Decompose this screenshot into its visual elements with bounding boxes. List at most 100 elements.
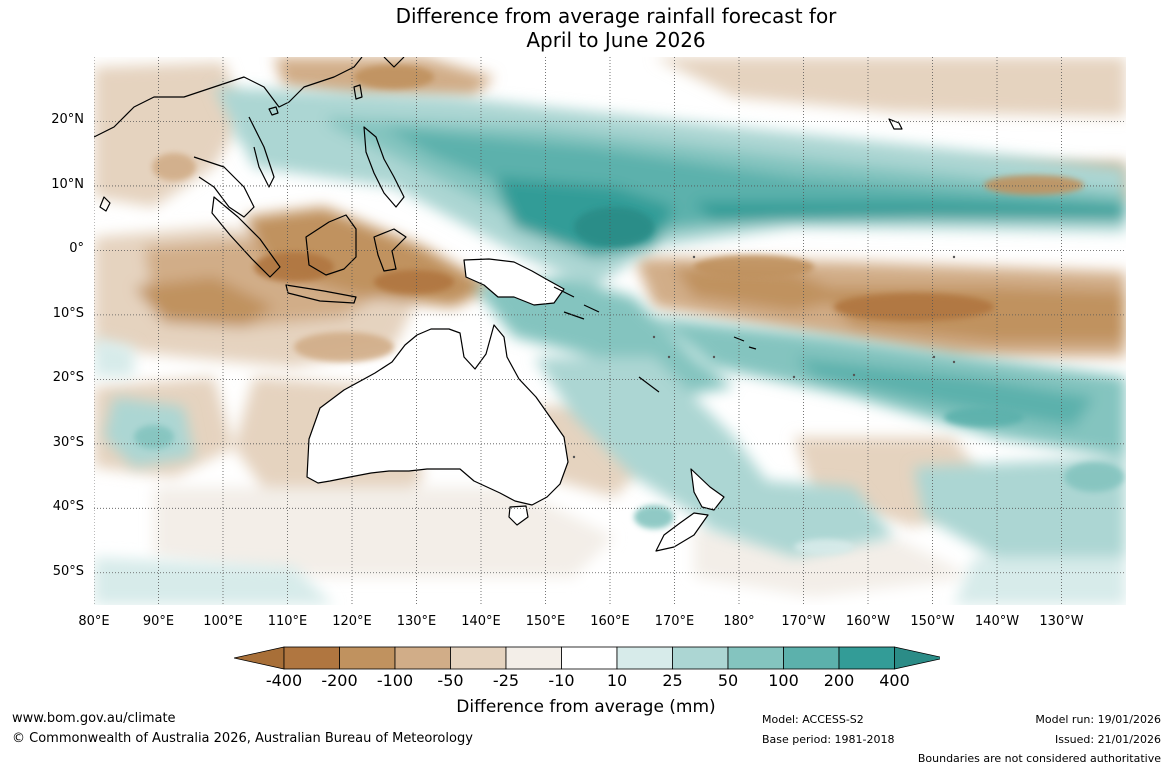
philippines-coastline <box>363 126 405 208</box>
new-zealand-coastline <box>655 468 725 552</box>
title-line-2: April to June 2026 <box>526 28 706 52</box>
longitude-label: 130°E <box>396 614 437 629</box>
coastlines <box>94 57 903 552</box>
blob <box>634 505 674 529</box>
longitude-label: 170°W <box>781 614 826 629</box>
latitude-label: 10°N <box>51 176 84 192</box>
sulawesi-coastline <box>373 228 407 272</box>
dry-region-south-asia <box>94 62 244 207</box>
colorbar-extend-high <box>894 646 940 670</box>
papua-new-guinea-coastline <box>463 258 565 306</box>
longitude-label: 100°E <box>203 614 243 629</box>
blob <box>694 255 814 279</box>
blob <box>254 252 334 282</box>
colorbar-tick-label: -100 <box>376 671 414 690</box>
blob <box>574 207 654 247</box>
colorbar-tick-label: -200 <box>321 671 358 690</box>
sri-lanka <box>99 196 111 212</box>
longitude-label: 140°E <box>461 614 501 629</box>
island-dot <box>572 455 576 459</box>
colorbar-segment <box>505 646 562 670</box>
wet-region-nz <box>704 477 894 557</box>
blob <box>834 293 994 321</box>
colorbar-tick-label: -400 <box>265 671 303 690</box>
colorbar-segment <box>727 646 784 670</box>
longitude-label: 150°E <box>525 614 566 629</box>
longitude-label: 160°E <box>590 614 630 629</box>
rainfall-anomaly-map <box>94 57 1126 605</box>
colorbar-segment <box>616 646 673 670</box>
sumatra-coastline <box>211 196 281 278</box>
blob <box>354 65 434 89</box>
wet-region-north-indochina <box>234 97 334 167</box>
colorbar-tick-label: 10 <box>606 671 628 690</box>
copyright-text: © Commonwealth of Australia 2026, Austra… <box>12 731 473 746</box>
hainan-taiwan <box>268 84 363 116</box>
wet-region-southwest <box>94 337 134 377</box>
colorbar-tick-label: 400 <box>879 671 910 690</box>
island-dot <box>667 355 671 359</box>
colorbar-tick-label: 200 <box>823 671 855 690</box>
island-dot <box>952 360 956 364</box>
blob <box>152 153 196 181</box>
latitude-label: 30°S <box>52 434 84 450</box>
issued-date: Issued: 21/01/2026 <box>1054 733 1161 746</box>
blob <box>1064 462 1124 492</box>
latitude-label: 40°S <box>52 499 84 515</box>
dry-region-south-pacific-core <box>674 267 854 312</box>
colorbar-tick-label: 100 <box>768 671 799 690</box>
longitude-label: 90°E <box>142 614 175 629</box>
solomon-islands <box>553 286 600 320</box>
longitude-label: 170°E <box>654 614 695 629</box>
latitude-label: 0° <box>69 241 84 257</box>
model-name: Model: ACCESS-S2 <box>762 713 864 726</box>
latitude-label: 50°S <box>52 563 84 579</box>
chart-title: Difference from average rainfall forecas… <box>0 4 1173 52</box>
colorbar-tick-label: 50 <box>717 671 739 690</box>
longitude-label: 160°W <box>845 614 891 629</box>
colorbar-tick-label: -10 <box>548 671 575 690</box>
boundaries-disclaimer: Boundaries are not considered authoritat… <box>917 752 1161 765</box>
longitude-label: 110°E <box>267 614 308 629</box>
colorbar-label: Difference from average (mm) <box>456 697 716 717</box>
colorbar-tick-label: 25 <box>662 671 683 690</box>
island-dot <box>712 355 716 359</box>
colorbar-extend-low <box>234 646 285 670</box>
java-coastline <box>285 284 357 304</box>
island-dot <box>932 355 936 359</box>
website-link[interactable]: www.bom.gov.au/climate <box>12 711 176 726</box>
colorbar-segment <box>672 646 729 670</box>
latitude-label: 20°N <box>51 112 84 128</box>
longitude-label: 180° <box>723 614 755 629</box>
island-dot <box>652 335 656 339</box>
wet-region-itcz-band <box>694 202 1126 222</box>
colorbar-segment <box>838 646 895 670</box>
longitude-label: 140°W <box>974 614 1020 629</box>
blob <box>984 175 1084 195</box>
longitude-label: 150°W <box>910 614 955 629</box>
colorbar-segment <box>783 646 840 670</box>
colorbar-segment <box>394 646 451 670</box>
latitude-label: 10°S <box>52 305 84 321</box>
model-run-date: Model run: 19/01/2026 <box>1035 713 1161 726</box>
island-dot <box>692 255 696 259</box>
tasmania-coastline <box>508 505 529 526</box>
wet-anomaly-regions <box>94 87 1126 605</box>
latitude-label: 20°S <box>52 370 84 386</box>
pacific-islands <box>572 255 956 459</box>
wet-region-png-coral-sea <box>474 277 734 397</box>
wet-region-far-southwest <box>94 557 334 605</box>
colorbar-segment <box>450 646 507 670</box>
graticule <box>94 57 1126 605</box>
asia-coastline <box>94 57 363 218</box>
colorbar <box>234 646 940 670</box>
title-line-1: Difference from average rainfall forecas… <box>395 4 837 28</box>
colorbar-tick-label: -50 <box>437 671 464 690</box>
blob <box>794 539 854 555</box>
longitude-label: 80°E <box>78 614 110 629</box>
dry-region-south-ocean <box>154 487 614 577</box>
colorbar-tick-label: -25 <box>492 671 520 690</box>
dry-region-north-pacific <box>654 57 1126 117</box>
colorbar-segment <box>561 646 618 670</box>
island-dot <box>952 255 956 259</box>
